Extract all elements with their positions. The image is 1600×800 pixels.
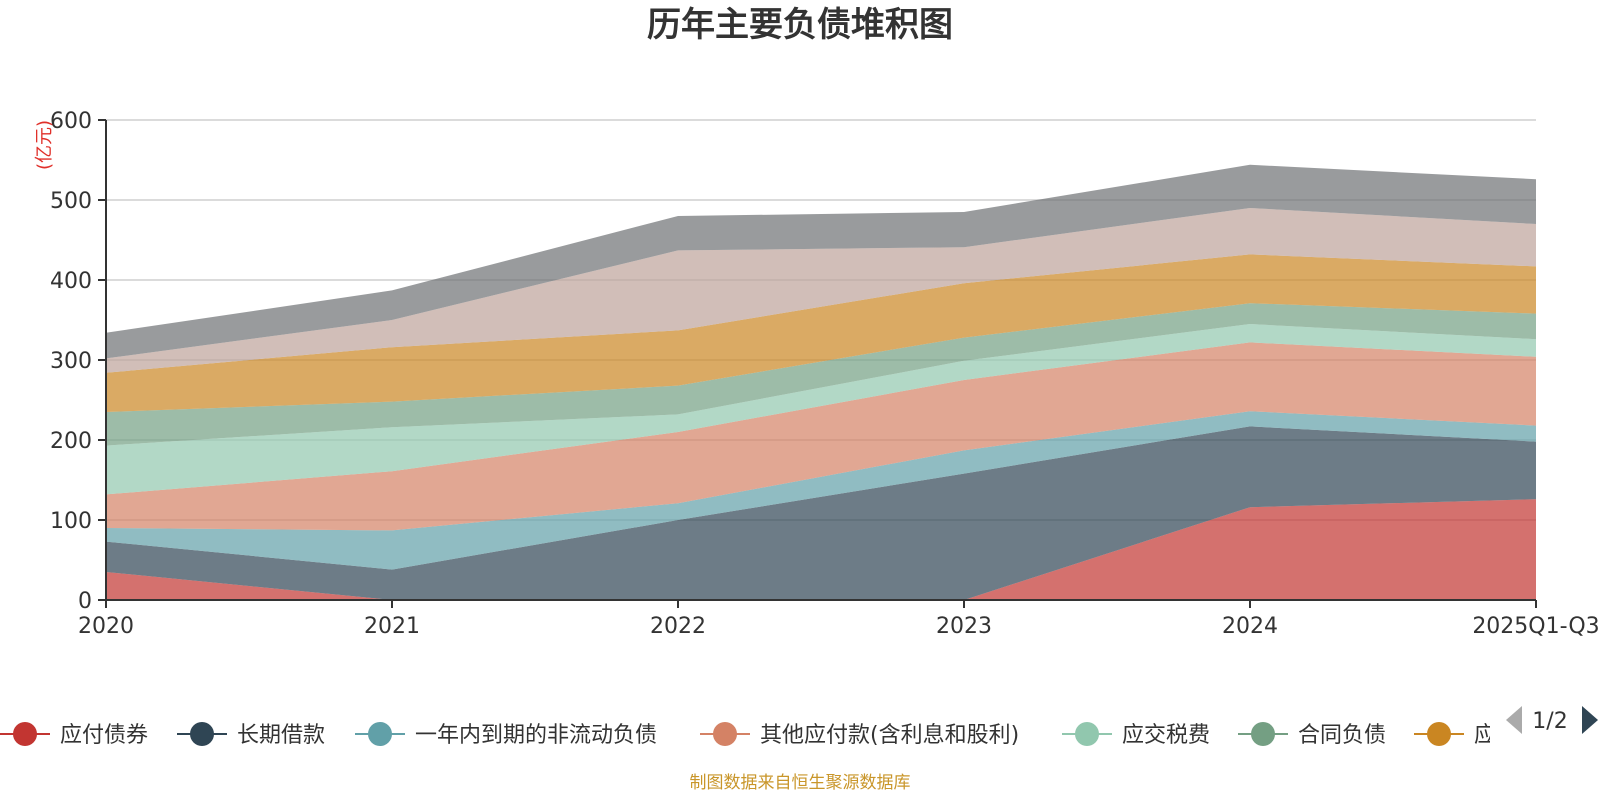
legend-next-page-icon[interactable] <box>1582 706 1598 734</box>
area-series-8[interactable] <box>106 208 1536 373</box>
y-axis-tick-label: 0 <box>78 589 92 614</box>
x-axis-tick-label: 2023 <box>936 614 992 639</box>
y-axis-tick-label: 100 <box>50 509 92 534</box>
legend-circle-marker <box>1075 722 1099 746</box>
legend-item[interactable]: 长期借款 <box>177 722 325 748</box>
legend-item[interactable]: 应付债券 <box>0 722 148 748</box>
legend-label: 应交税费 <box>1122 723 1210 748</box>
legend-prev-page-icon[interactable] <box>1506 706 1522 734</box>
legend-circle-marker <box>1427 722 1451 746</box>
legend-circle-marker <box>13 722 37 746</box>
axes: 0 100 200 300 400 500 600 2020 2021 2022 2023 2024 2… <box>50 109 1600 639</box>
legend-item[interactable]: 合同负债 <box>1238 722 1386 748</box>
y-axis-tick-label: 200 <box>50 429 92 454</box>
area-series-9[interactable] <box>106 164 1536 359</box>
y-axis-tick-label: 600 <box>50 109 92 134</box>
legend-items[interactable]: 应付债券 长期借款 一年内到期的非流动负债 其他应付款(含利息和股利) 应交税费 合同负债… <box>0 722 1562 748</box>
chart-title: 历年主要负债堆积图 <box>647 5 953 45</box>
legend-item[interactable]: 一年内到期的非流动负债 <box>355 722 657 748</box>
y-axis-tick-label: 400 <box>50 269 92 294</box>
legend-label: 应付账款 <box>1474 723 1562 748</box>
y-axis-unit-label: (亿元) <box>34 120 55 170</box>
legend-label: 合同负债 <box>1298 723 1386 748</box>
area-series-4[interactable] <box>106 342 1536 531</box>
legend-pager[interactable]: 1/2 <box>1506 706 1598 734</box>
area-series-7[interactable] <box>106 254 1536 412</box>
legend-label: 应付债券 <box>60 723 148 748</box>
legend-item[interactable]: 其他应付款(含利息和股利) <box>700 722 1019 748</box>
x-axis-tick-label: 2022 <box>650 614 706 639</box>
area-series-2[interactable] <box>106 426 1536 600</box>
x-axis-tick-label: 2020 <box>78 614 134 639</box>
area-series-5[interactable] <box>106 324 1536 495</box>
x-axis-tick-label: 2024 <box>1222 614 1278 639</box>
x-axis-tick-label: 2025Q1-Q3 <box>1472 614 1599 639</box>
legend-page-indicator: 1/2 <box>1532 709 1567 734</box>
legend-circle-marker <box>1251 722 1275 746</box>
legend-circle-marker <box>713 722 737 746</box>
legend-item[interactable]: 应交税费 <box>1062 722 1210 748</box>
x-axis-tick-label: 2021 <box>364 614 420 639</box>
y-axis-tick-label: 300 <box>50 349 92 374</box>
legend-item[interactable]: 应付账款 <box>1414 722 1562 748</box>
legend-label: 长期借款 <box>237 723 325 748</box>
source-note: 制图数据来自恒生聚源数据库 <box>690 773 911 793</box>
area-series-group[interactable] <box>106 164 1536 600</box>
area-series-3[interactable] <box>106 411 1536 570</box>
legend-label: 一年内到期的非流动负债 <box>415 723 657 748</box>
legend-circle-marker <box>190 722 214 746</box>
y-axis-tick-label: 500 <box>50 189 92 214</box>
legend-circle-marker <box>368 722 392 746</box>
area-series-1[interactable] <box>106 499 1536 600</box>
area-series-6[interactable] <box>106 303 1536 446</box>
legend[interactable]: 应付债券 长期借款 一年内到期的非流动负债 其他应付款(含利息和股利) 应交税费 合同负债… <box>0 722 1562 748</box>
legend-label: 其他应付款(含利息和股利) <box>760 723 1019 748</box>
